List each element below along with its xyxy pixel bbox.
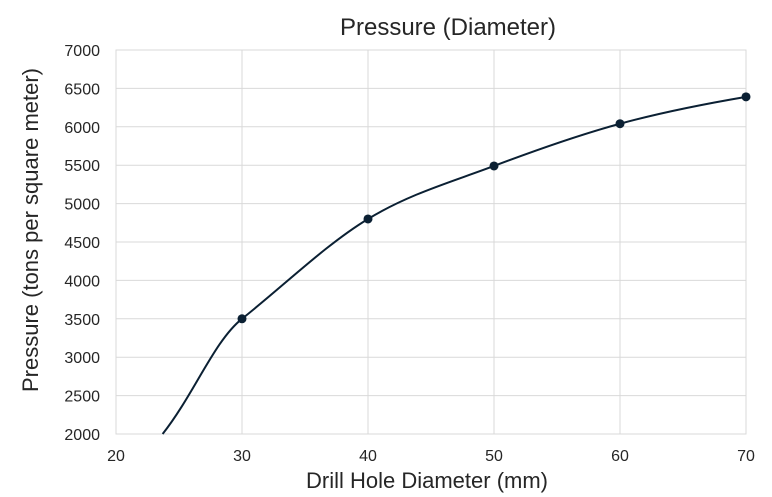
- y-tick-label: 4000: [64, 273, 100, 290]
- y-tick-label: 2500: [64, 389, 100, 406]
- x-tick-label: 40: [359, 448, 377, 465]
- x-axis-label: Drill Hole Diameter (mm): [306, 468, 548, 493]
- data-point: [741, 92, 751, 102]
- y-tick-label: 6500: [64, 81, 100, 98]
- x-tick-label: 20: [107, 448, 125, 465]
- data-point: [615, 119, 625, 129]
- y-tick-label: 5500: [64, 158, 100, 175]
- y-tick-labels: 2000 2500 3000 3500 4000 4500 5000 5500 6000 6500…: [64, 43, 100, 444]
- y-tick-label: 7000: [64, 43, 100, 60]
- plot-frame: [115, 49, 747, 435]
- y-tick-label: 5000: [64, 197, 100, 214]
- data-point: [237, 314, 247, 324]
- grid: [115, 49, 747, 435]
- y-tick-label: 3000: [64, 350, 100, 367]
- data-point: [363, 214, 373, 224]
- series-line: [161, 95, 747, 435]
- data-point: [489, 161, 499, 171]
- chart-title: Pressure (Diameter): [340, 14, 556, 41]
- x-tick-label: 60: [611, 448, 629, 465]
- x-tick-labels: 20 30 40 50 60 70: [107, 448, 755, 465]
- x-tick-label: 30: [233, 448, 251, 465]
- x-tick-label: 50: [485, 448, 503, 465]
- y-tick-label: 4500: [64, 235, 100, 252]
- y-tick-label: 3500: [64, 312, 100, 329]
- y-tick-label: 2000: [64, 427, 100, 444]
- y-tick-label: 6000: [64, 120, 100, 137]
- series-points: [237, 92, 751, 324]
- y-axis-label: Pressure (tons per square meter): [18, 68, 43, 392]
- x-tick-label: 70: [737, 448, 755, 465]
